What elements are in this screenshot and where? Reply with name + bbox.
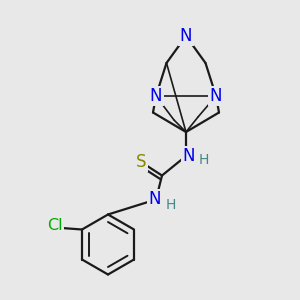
Text: N: N [210, 87, 222, 105]
Text: H: H [165, 198, 176, 212]
Text: H: H [199, 154, 209, 167]
Text: N: N [148, 190, 161, 208]
Text: N: N [183, 147, 195, 165]
Text: S: S [136, 153, 146, 171]
Text: N: N [150, 87, 162, 105]
Text: Cl: Cl [47, 218, 63, 233]
Text: N: N [180, 27, 192, 45]
